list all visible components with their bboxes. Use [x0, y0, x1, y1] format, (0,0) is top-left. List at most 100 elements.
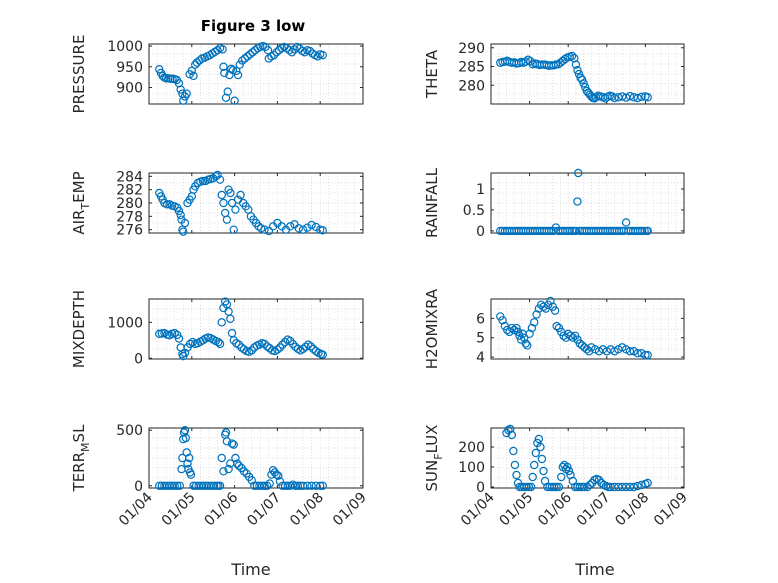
data-point — [179, 96, 188, 105]
data-point — [587, 343, 596, 352]
data-point — [506, 424, 515, 434]
x-tick-label: 01/08 — [287, 490, 327, 530]
x-tick-label: 01/05 — [497, 490, 537, 530]
data-point — [509, 446, 518, 456]
data-point — [218, 45, 227, 54]
data-point — [179, 227, 188, 236]
data-point — [229, 225, 238, 234]
data-point — [563, 462, 572, 472]
x-tick-label: 01/09 — [651, 490, 691, 530]
data-point — [181, 433, 191, 443]
data-point — [170, 481, 179, 490]
data-point — [226, 188, 235, 198]
data-point — [162, 200, 172, 209]
data-point — [174, 334, 184, 343]
data-point — [189, 71, 198, 81]
data-point — [637, 92, 646, 102]
x-tick-label: 01/07 — [574, 490, 614, 530]
data-point — [221, 428, 231, 437]
data-point — [523, 55, 533, 64]
data-point — [629, 347, 639, 356]
data-point — [580, 482, 589, 492]
data-point — [638, 226, 647, 236]
data-point — [643, 93, 652, 102]
subplot-2: 280 285 290 THETA — [423, 41, 685, 105]
data-point — [550, 482, 559, 492]
data-point — [507, 323, 517, 333]
data-point — [220, 68, 229, 78]
data-point — [625, 347, 635, 356]
x-axis-label-left: Time — [230, 560, 270, 579]
data-point — [521, 339, 530, 348]
data-point — [230, 96, 239, 105]
subplot-7: 0 500 01/04 01/05 01/06 01/07 01/08 01/09 TERRMS… — [70, 423, 370, 529]
data-point — [176, 85, 185, 94]
x-tick-label: 01/09 — [330, 490, 370, 530]
data-point — [582, 345, 591, 354]
subplot-8: 010020001/0401/0501/0601/0701/0801/09SUN… — [423, 425, 691, 530]
data-point — [239, 467, 249, 476]
data-point — [286, 222, 295, 231]
data-point — [571, 60, 581, 69]
data-point — [536, 442, 545, 452]
data-point — [217, 190, 226, 200]
data-point — [228, 65, 238, 75]
data-point — [524, 482, 534, 492]
data-point — [219, 198, 228, 208]
data-point — [221, 93, 231, 102]
data-point — [629, 482, 639, 492]
data-point — [633, 93, 642, 103]
data-point — [272, 48, 281, 57]
data-point — [187, 66, 196, 76]
data-point — [610, 93, 619, 103]
y-axis-label: H2OMIXRA — [423, 288, 441, 369]
data-point — [579, 79, 588, 88]
subplot-5: 0 1000 MIXDEPTH — [70, 290, 364, 368]
data-point — [577, 482, 587, 492]
data-point — [265, 479, 274, 488]
data-point — [539, 466, 548, 476]
data-point — [260, 225, 269, 234]
y-tick-label: 4 — [476, 350, 485, 366]
data-point — [298, 481, 308, 490]
data-point — [222, 215, 232, 224]
data-point — [303, 481, 312, 490]
data-point — [234, 340, 244, 349]
subplot-6: 4 5 6 H2OMIXRA — [423, 288, 685, 369]
data-point — [313, 52, 322, 61]
y-tick-label: 0.5 — [463, 203, 485, 219]
data-point — [231, 205, 240, 214]
data-point — [226, 314, 235, 323]
data-point — [215, 175, 225, 184]
data-point — [236, 190, 245, 200]
y-axis-label: MIXDEPTH — [70, 290, 88, 368]
data-point — [262, 481, 272, 490]
y-axis-label: PRESSURE — [70, 35, 88, 114]
data-point — [608, 92, 617, 101]
data-point — [264, 226, 274, 236]
y-tick-label: 276 — [116, 223, 143, 239]
data-point — [286, 336, 295, 346]
data-point — [305, 46, 315, 56]
data-point — [217, 453, 226, 463]
x-tick-label: 01/06 — [202, 489, 242, 529]
data-point — [523, 341, 532, 350]
data-point — [526, 482, 536, 492]
data-point — [557, 472, 566, 482]
data-point — [567, 51, 577, 61]
data-point — [278, 340, 287, 349]
data-point — [224, 464, 233, 474]
data-point — [239, 345, 249, 354]
data-point — [263, 46, 273, 55]
data-point — [574, 168, 583, 178]
data-point — [509, 325, 519, 335]
data-point — [537, 454, 547, 464]
y-tick-label: 280 — [116, 196, 143, 212]
data-point — [573, 66, 582, 75]
data-point — [621, 345, 631, 354]
y-tick-label: 278 — [116, 209, 143, 225]
data-point — [307, 481, 316, 490]
data-point — [512, 323, 521, 333]
data-point — [641, 350, 650, 360]
y-tick-label: 0 — [134, 479, 143, 495]
